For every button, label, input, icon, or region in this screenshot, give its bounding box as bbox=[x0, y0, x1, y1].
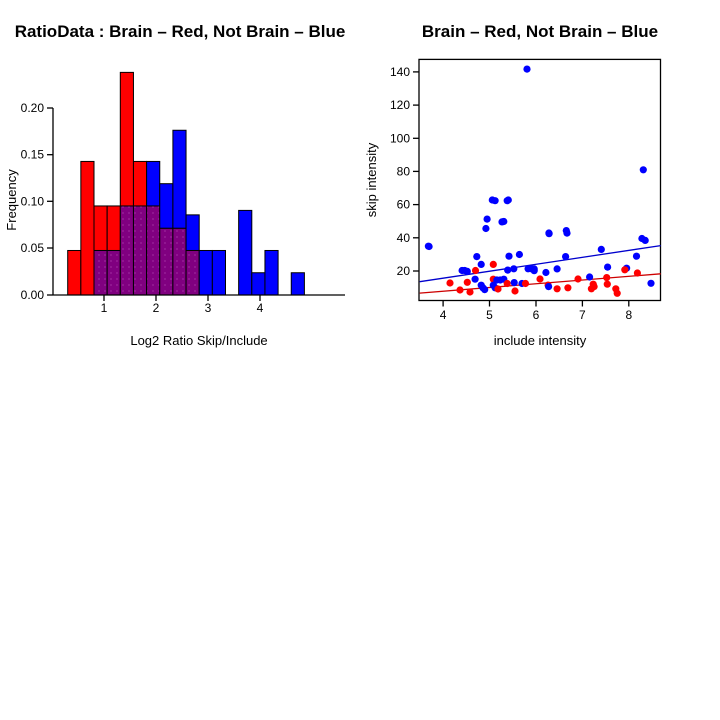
svg-text:Frequency: Frequency bbox=[4, 169, 19, 231]
svg-text:0.10: 0.10 bbox=[21, 194, 45, 208]
svg-text:4: 4 bbox=[440, 308, 447, 322]
svg-text:60: 60 bbox=[397, 198, 411, 212]
svg-text:3: 3 bbox=[205, 301, 212, 315]
svg-text:140: 140 bbox=[390, 65, 410, 79]
svg-text:5: 5 bbox=[486, 308, 493, 322]
svg-text:0.05: 0.05 bbox=[21, 241, 45, 255]
svg-text:RatioData : Brain – Red, Not B: RatioData : Brain – Red, Not Brain – Blu… bbox=[15, 22, 346, 41]
svg-text:80: 80 bbox=[397, 164, 411, 178]
svg-text:skip intensity: skip intensity bbox=[364, 142, 379, 217]
svg-text:8: 8 bbox=[625, 308, 632, 322]
svg-text:1: 1 bbox=[101, 301, 108, 315]
svg-text:120: 120 bbox=[390, 98, 410, 112]
svg-text:0.15: 0.15 bbox=[21, 148, 45, 162]
svg-text:Brain – Red, Not Brain – Blue: Brain – Red, Not Brain – Blue bbox=[422, 22, 658, 41]
svg-text:Log2 Ratio Skip/Include: Log2 Ratio Skip/Include bbox=[130, 333, 267, 348]
svg-text:include intensity: include intensity bbox=[494, 333, 587, 348]
svg-text:0.00: 0.00 bbox=[21, 288, 45, 302]
svg-text:0.20: 0.20 bbox=[21, 101, 45, 115]
svg-text:4: 4 bbox=[257, 301, 264, 315]
svg-text:7: 7 bbox=[579, 308, 586, 322]
svg-text:20: 20 bbox=[397, 264, 411, 278]
svg-text:6: 6 bbox=[533, 308, 540, 322]
svg-text:2: 2 bbox=[153, 301, 160, 315]
svg-text:100: 100 bbox=[390, 131, 410, 145]
svg-text:40: 40 bbox=[397, 231, 411, 245]
